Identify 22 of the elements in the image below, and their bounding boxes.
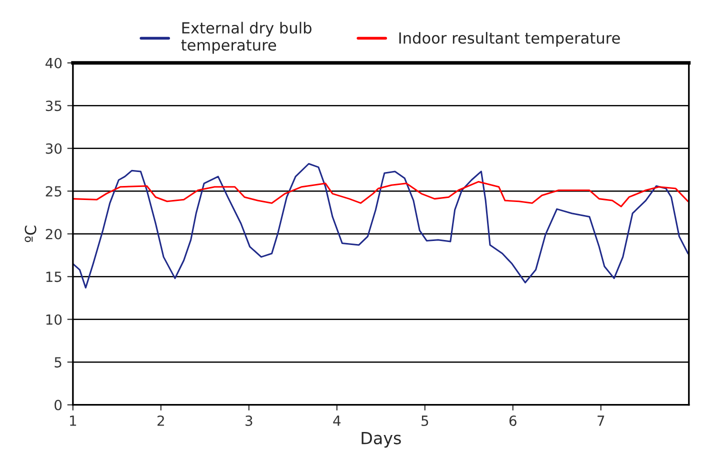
x-tick-label: 4 xyxy=(333,416,341,426)
y-tick-label: 10 xyxy=(46,314,62,325)
y-tick-label: 35 xyxy=(46,100,62,112)
x-tick-label: 6 xyxy=(509,416,516,426)
x-axis-title: Days xyxy=(362,432,401,448)
y-tick-label: 20 xyxy=(46,228,62,240)
y-tick-label: 40 xyxy=(46,58,62,68)
y-tick-label: 30 xyxy=(46,143,62,154)
x-tick-label: 1 xyxy=(70,416,76,426)
y-tick-label: 25 xyxy=(46,186,62,197)
y-tick-label: 15 xyxy=(46,272,62,282)
legend-label: External dry bulb temperature xyxy=(181,22,312,54)
x-tick-label: 5 xyxy=(422,416,428,426)
x-tick-label: 3 xyxy=(246,416,252,426)
legend-label: Indoor resultant temperature xyxy=(399,32,620,47)
y-tick-label: 0 xyxy=(54,400,62,410)
x-tick-label: 2 xyxy=(158,416,164,426)
y-tick-label: 5 xyxy=(54,357,62,368)
x-tick-label: 7 xyxy=(598,416,604,426)
line-series xyxy=(72,180,689,208)
y-axis-title: ºC xyxy=(24,226,36,242)
line-series xyxy=(72,162,689,288)
